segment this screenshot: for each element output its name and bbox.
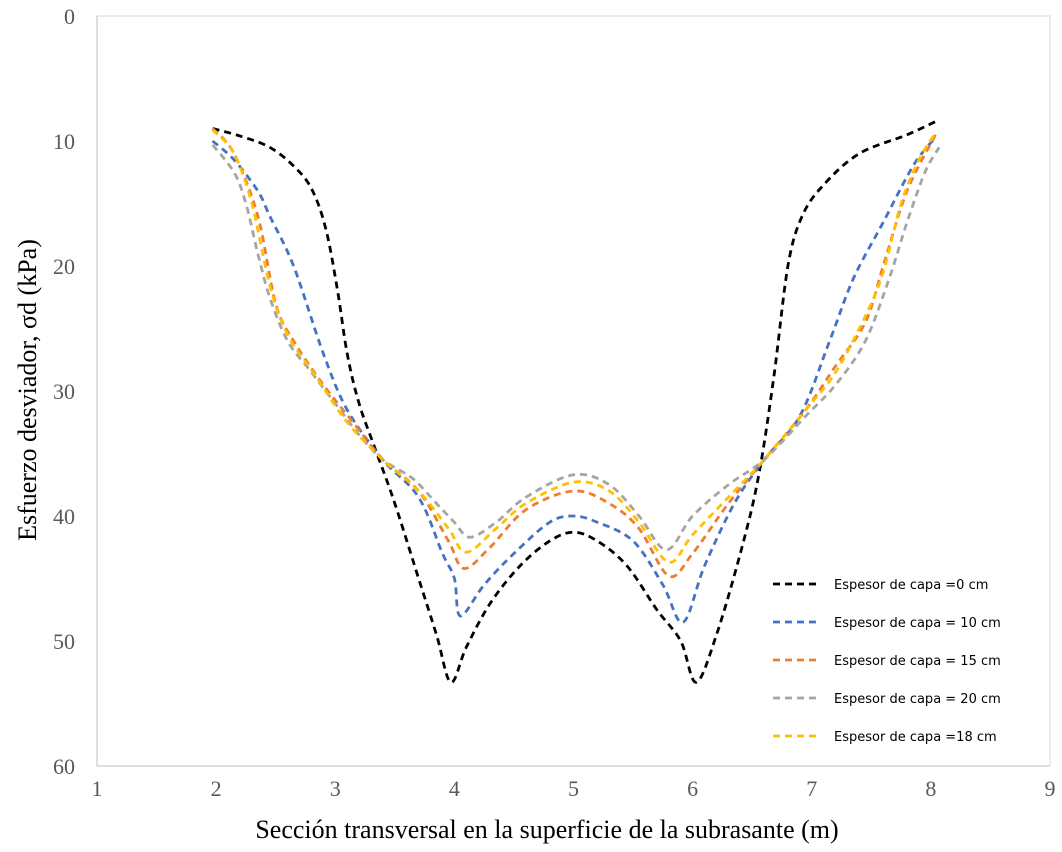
x-tick-label: 9 xyxy=(1045,776,1056,801)
y-tick-label: 30 xyxy=(53,379,75,404)
legend-label-2: Espesor de capa = 10 cm xyxy=(834,616,1001,631)
legend-label-4: Espesor de capa = 20 cm xyxy=(834,692,1001,707)
y-tick-label: 0 xyxy=(64,4,75,29)
y-tick-label: 10 xyxy=(53,129,75,154)
series-lines xyxy=(211,118,941,684)
x-tick-label: 5 xyxy=(568,776,579,801)
x-tick-label: 2 xyxy=(211,776,222,801)
x-tick-label: 7 xyxy=(806,776,817,801)
x-tick-label: 8 xyxy=(925,776,936,801)
legend-label-5: Espesor de capa =18 cm xyxy=(834,730,997,745)
legend-label-3: Espesor de capa = 15 cm xyxy=(834,654,1001,669)
x-axis-tick-labels: 1 2 3 4 5 6 7 8 9 xyxy=(92,776,1056,801)
x-axis-title: Sección transversal en la superficie de … xyxy=(255,815,838,844)
y-tick-label: 20 xyxy=(53,254,75,279)
series-line-1 xyxy=(212,118,940,684)
plot-area xyxy=(96,15,1051,767)
y-tick-label: 50 xyxy=(53,629,75,654)
y-tick-label: 60 xyxy=(53,754,75,779)
series-line-5 xyxy=(211,128,936,564)
x-tick-label: 3 xyxy=(330,776,341,801)
series-line-4 xyxy=(211,143,941,552)
x-tick-label: 1 xyxy=(92,776,103,801)
y-tick-label: 40 xyxy=(53,504,75,529)
legend: Espesor de capa =0 cm Espesor de capa = 1… xyxy=(773,578,1001,745)
y-axis-title: Esfuerzo desviador, σd (kPa) xyxy=(13,239,42,541)
x-tick-label: 4 xyxy=(449,776,460,801)
series-line-3 xyxy=(211,127,939,579)
y-axis-tick-labels: 0 10 20 30 40 50 60 xyxy=(53,4,75,779)
series-line-2 xyxy=(211,137,936,624)
x-tick-label: 6 xyxy=(687,776,698,801)
legend-label-1: Espesor de capa =0 cm xyxy=(834,578,988,593)
